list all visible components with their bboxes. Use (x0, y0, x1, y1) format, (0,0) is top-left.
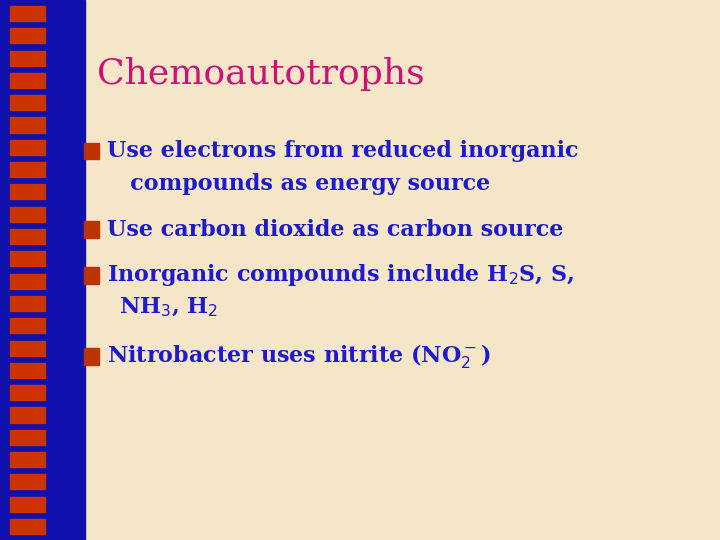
Text: Use carbon dioxide as carbon source: Use carbon dioxide as carbon source (107, 219, 563, 240)
Bar (10, 251, 45, 266)
Text: compounds as energy source: compounds as energy source (107, 173, 490, 194)
Bar (84, 348, 99, 364)
Bar (10, 341, 45, 356)
Bar (84, 221, 99, 238)
Bar (10, 207, 45, 222)
Bar (0, 0, 85, 540)
Bar (10, 274, 45, 289)
Bar (10, 497, 45, 512)
Bar (10, 184, 45, 199)
Bar (10, 140, 45, 155)
Bar (10, 6, 45, 21)
Text: Use electrons from reduced inorganic: Use electrons from reduced inorganic (107, 140, 578, 162)
Bar (84, 267, 99, 284)
Bar (10, 452, 45, 467)
Bar (10, 318, 45, 333)
Bar (10, 385, 45, 400)
Text: Chemoautotrophs: Chemoautotrophs (97, 57, 425, 91)
Text: NH$_3$, H$_2$: NH$_3$, H$_2$ (119, 296, 218, 319)
Bar (10, 73, 45, 88)
Bar (10, 296, 45, 311)
Bar (10, 407, 45, 422)
Bar (84, 143, 99, 159)
Text: Nitrobacter uses nitrite (NO$_2^-$): Nitrobacter uses nitrite (NO$_2^-$) (107, 342, 490, 370)
Bar (10, 95, 45, 110)
Bar (10, 430, 45, 445)
Bar (10, 363, 45, 378)
Bar (10, 51, 45, 66)
Bar (10, 162, 45, 177)
Bar (10, 519, 45, 534)
Bar (10, 28, 45, 43)
Bar (10, 229, 45, 244)
Bar (10, 118, 45, 133)
Text: Inorganic compounds include H$_2$S, S,: Inorganic compounds include H$_2$S, S, (107, 262, 573, 288)
Bar (10, 474, 45, 489)
